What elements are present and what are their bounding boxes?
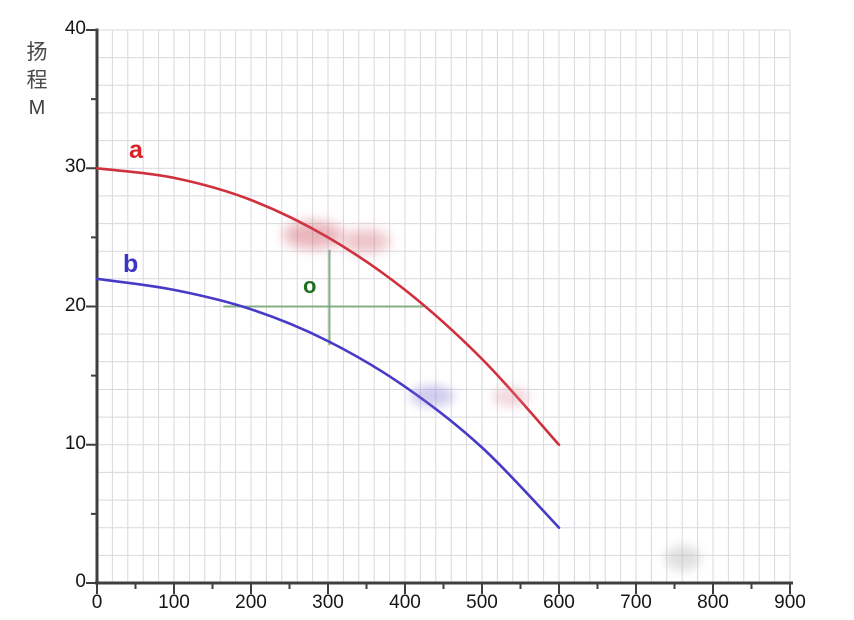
x-tick-label-100: 100 [158,592,190,613]
blur-artifact [342,229,390,253]
grid-lines [96,29,791,584]
y-tick-label-20: 20 [64,294,86,316]
x-tick-label-800: 800 [697,592,729,613]
x-tick-label-600: 600 [543,592,575,613]
x-tick-label-0: 0 [91,592,103,613]
x-tick-label-700: 700 [620,592,652,613]
x-tick-label-200: 200 [235,592,267,613]
y-axis-title-char: 扬 [26,41,48,64]
y-axis-title-char: 程 [26,69,48,92]
curve-a-label: a [129,136,143,164]
axis-ticks [86,29,791,594]
y-tick-label-0: 0 [75,571,86,592]
operating-point-label: o [303,273,317,298]
blur-artifact [410,385,454,407]
blur-artifact [283,221,343,249]
curve-b [95,277,561,529]
y-axis-title-unit: M [28,97,46,119]
blur-artifact [492,387,530,407]
y-tick-label-40: 40 [64,18,86,39]
axis-lines [95,28,793,585]
x-tick-label-900: 900 [774,592,806,613]
x-tick-label-400: 400 [389,592,421,613]
y-tick-label-10: 10 [64,432,86,454]
x-tick-label-300: 300 [312,592,344,613]
curve-b-label: b [123,250,139,278]
y-tick-label-30: 30 [64,156,86,178]
blur-artifact [665,545,701,571]
x-tick-label-500: 500 [466,592,498,613]
